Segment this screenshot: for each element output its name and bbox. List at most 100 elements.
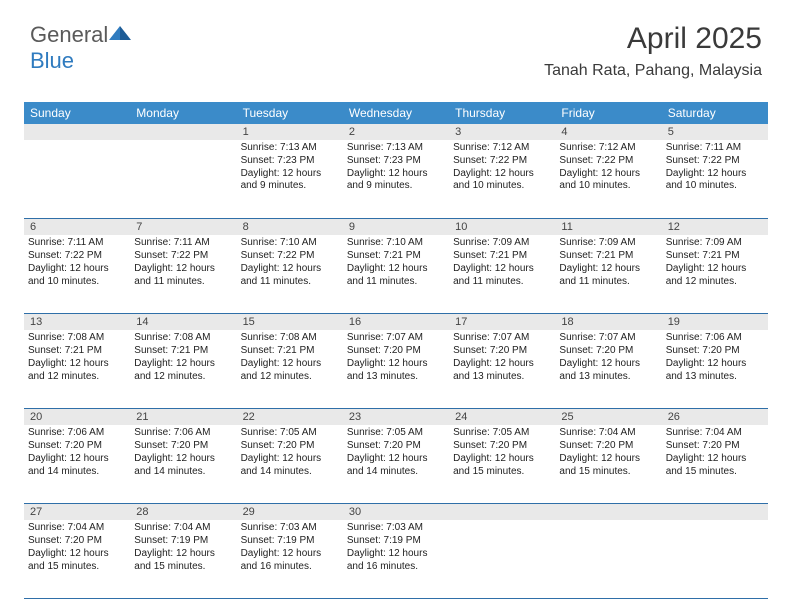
- calendar-detail-cell: Sunrise: 7:05 AMSunset: 7:20 PMDaylight:…: [237, 425, 343, 503]
- calendar-daynum-cell: 8: [237, 219, 343, 235]
- calendar-daynum-cell: 17: [449, 314, 555, 330]
- calendar-daynum-cell: 28: [130, 504, 236, 520]
- calendar-detail-line: Daylight: 12 hours: [453, 263, 551, 276]
- calendar-detail-line: Daylight: 12 hours: [453, 168, 551, 181]
- calendar-daynum-cell: 19: [662, 314, 768, 330]
- calendar-detail-row: Sunrise: 7:06 AMSunset: 7:20 PMDaylight:…: [24, 425, 768, 504]
- calendar-detail-line: Sunset: 7:22 PM: [134, 250, 232, 263]
- calendar-detail-line: Daylight: 12 hours: [453, 453, 551, 466]
- brand-part1: General: [30, 22, 108, 47]
- calendar-detail-cell: Sunrise: 7:12 AMSunset: 7:22 PMDaylight:…: [555, 140, 661, 218]
- calendar-detail-row: Sunrise: 7:04 AMSunset: 7:20 PMDaylight:…: [24, 520, 768, 599]
- calendar-detail-line: and 16 minutes.: [241, 561, 339, 574]
- calendar-detail-line: Sunset: 7:20 PM: [347, 345, 445, 358]
- calendar-detail-line: and 11 minutes.: [134, 276, 232, 289]
- calendar-daynum-cell: 13: [24, 314, 130, 330]
- calendar-detail-line: Sunset: 7:20 PM: [666, 345, 764, 358]
- calendar-detail-line: and 12 minutes.: [666, 276, 764, 289]
- calendar-header-cell: Saturday: [662, 106, 768, 120]
- calendar-daynum-row: 12345: [24, 124, 768, 140]
- calendar-detail-line: and 14 minutes.: [347, 466, 445, 479]
- calendar-daynum-cell: 24: [449, 409, 555, 425]
- calendar-daynum-cell: [449, 504, 555, 520]
- calendar-detail-cell: [24, 140, 130, 218]
- calendar-detail-line: Sunrise: 7:06 AM: [666, 332, 764, 345]
- calendar-body: 12345Sunrise: 7:13 AMSunset: 7:23 PMDayl…: [24, 124, 768, 599]
- calendar-detail-line: Daylight: 12 hours: [559, 358, 657, 371]
- calendar-detail-row: Sunrise: 7:11 AMSunset: 7:22 PMDaylight:…: [24, 235, 768, 314]
- calendar-detail-line: Sunset: 7:21 PM: [134, 345, 232, 358]
- calendar-detail-line: Sunset: 7:20 PM: [347, 440, 445, 453]
- calendar-daynum-cell: 5: [662, 124, 768, 140]
- calendar-detail-line: Daylight: 12 hours: [28, 263, 126, 276]
- calendar-detail-cell: Sunrise: 7:11 AMSunset: 7:22 PMDaylight:…: [130, 235, 236, 313]
- calendar-detail-line: Sunset: 7:20 PM: [453, 345, 551, 358]
- calendar-detail-line: and 11 minutes.: [241, 276, 339, 289]
- calendar-detail-line: Sunrise: 7:09 AM: [559, 237, 657, 250]
- calendar-detail-line: and 13 minutes.: [347, 371, 445, 384]
- calendar-detail-cell: Sunrise: 7:03 AMSunset: 7:19 PMDaylight:…: [237, 520, 343, 598]
- calendar-detail-line: Sunset: 7:20 PM: [28, 535, 126, 548]
- calendar-daynum-cell: 16: [343, 314, 449, 330]
- calendar-detail-line: and 9 minutes.: [347, 180, 445, 193]
- calendar-detail-line: and 15 minutes.: [453, 466, 551, 479]
- calendar-detail-cell: Sunrise: 7:07 AMSunset: 7:20 PMDaylight:…: [343, 330, 449, 408]
- calendar-detail-line: Daylight: 12 hours: [666, 358, 764, 371]
- calendar-detail-line: and 11 minutes.: [347, 276, 445, 289]
- calendar-daynum-cell: 22: [237, 409, 343, 425]
- calendar-detail-line: Daylight: 12 hours: [347, 453, 445, 466]
- calendar-detail-line: Daylight: 12 hours: [134, 548, 232, 561]
- calendar-detail-cell: Sunrise: 7:06 AMSunset: 7:20 PMDaylight:…: [130, 425, 236, 503]
- calendar-detail-line: Sunrise: 7:09 AM: [453, 237, 551, 250]
- calendar-detail-line: Sunrise: 7:13 AM: [241, 142, 339, 155]
- calendar-detail-line: Daylight: 12 hours: [241, 263, 339, 276]
- calendar-detail-line: and 10 minutes.: [666, 180, 764, 193]
- calendar-detail-cell: Sunrise: 7:13 AMSunset: 7:23 PMDaylight:…: [237, 140, 343, 218]
- calendar-detail-line: Sunrise: 7:10 AM: [347, 237, 445, 250]
- calendar-detail-cell: [130, 140, 236, 218]
- calendar-detail-line: and 12 minutes.: [134, 371, 232, 384]
- calendar-detail-line: Sunrise: 7:05 AM: [453, 427, 551, 440]
- calendar-detail-line: Sunrise: 7:09 AM: [666, 237, 764, 250]
- calendar-detail-line: Sunrise: 7:07 AM: [453, 332, 551, 345]
- calendar-detail-line: and 10 minutes.: [453, 180, 551, 193]
- calendar-detail-line: Sunset: 7:22 PM: [241, 250, 339, 263]
- brand-logo: General Blue: [30, 22, 131, 74]
- calendar-detail-cell: Sunrise: 7:04 AMSunset: 7:20 PMDaylight:…: [24, 520, 130, 598]
- calendar-detail-cell: Sunrise: 7:10 AMSunset: 7:22 PMDaylight:…: [237, 235, 343, 313]
- calendar-daynum-cell: 30: [343, 504, 449, 520]
- calendar-detail-cell: Sunrise: 7:11 AMSunset: 7:22 PMDaylight:…: [662, 140, 768, 218]
- calendar-daynum-cell: 26: [662, 409, 768, 425]
- calendar-detail-line: Daylight: 12 hours: [134, 453, 232, 466]
- calendar-detail-line: Sunrise: 7:11 AM: [28, 237, 126, 250]
- calendar-daynum-cell: 2: [343, 124, 449, 140]
- calendar-detail-cell: Sunrise: 7:07 AMSunset: 7:20 PMDaylight:…: [555, 330, 661, 408]
- calendar-detail-line: and 13 minutes.: [559, 371, 657, 384]
- calendar-detail-line: Sunset: 7:21 PM: [666, 250, 764, 263]
- calendar-daynum-cell: 29: [237, 504, 343, 520]
- header-right: April 2025 Tanah Rata, Pahang, Malaysia: [544, 22, 762, 80]
- calendar-daynum-cell: 9: [343, 219, 449, 235]
- calendar-detail-line: Sunset: 7:19 PM: [134, 535, 232, 548]
- calendar-detail-cell: Sunrise: 7:09 AMSunset: 7:21 PMDaylight:…: [662, 235, 768, 313]
- calendar-daynum-cell: 3: [449, 124, 555, 140]
- brand-part2: Blue: [30, 48, 74, 73]
- calendar-detail-line: and 14 minutes.: [134, 466, 232, 479]
- calendar-detail-line: Sunset: 7:19 PM: [347, 535, 445, 548]
- calendar-header-cell: Thursday: [449, 106, 555, 120]
- calendar-detail-cell: Sunrise: 7:10 AMSunset: 7:21 PMDaylight:…: [343, 235, 449, 313]
- calendar-detail-line: and 10 minutes.: [559, 180, 657, 193]
- calendar-detail-line: Daylight: 12 hours: [347, 358, 445, 371]
- calendar-detail-line: Daylight: 12 hours: [28, 548, 126, 561]
- calendar-detail-cell: Sunrise: 7:11 AMSunset: 7:22 PMDaylight:…: [24, 235, 130, 313]
- calendar-detail-line: Sunset: 7:22 PM: [559, 155, 657, 168]
- calendar-detail-line: Sunrise: 7:12 AM: [453, 142, 551, 155]
- calendar-daynum-row: 6789101112: [24, 219, 768, 235]
- calendar-daynum-cell: 18: [555, 314, 661, 330]
- calendar-detail-cell: Sunrise: 7:05 AMSunset: 7:20 PMDaylight:…: [449, 425, 555, 503]
- calendar-header-row: SundayMondayTuesdayWednesdayThursdayFrid…: [24, 102, 768, 124]
- calendar-daynum-cell: 21: [130, 409, 236, 425]
- calendar-detail-line: Sunrise: 7:04 AM: [28, 522, 126, 535]
- calendar-daynum-row: 20212223242526: [24, 409, 768, 425]
- calendar-detail-line: and 15 minutes.: [559, 466, 657, 479]
